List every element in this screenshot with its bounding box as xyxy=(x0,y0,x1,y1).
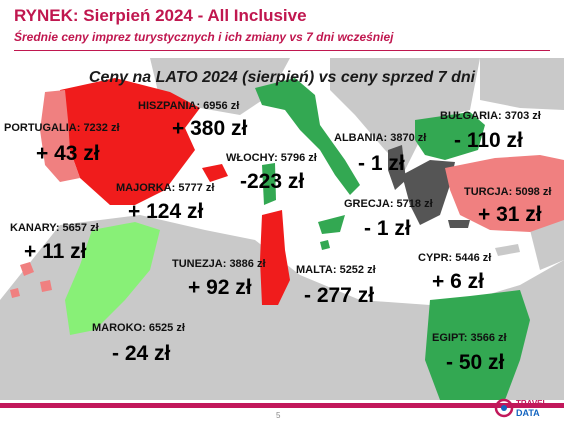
change-grecja: - 1 zł xyxy=(364,217,411,240)
region-sardynia xyxy=(262,163,276,205)
change-cypr: + 6 zł xyxy=(432,270,484,293)
change-wlochy: -223 zł xyxy=(240,170,305,193)
land-balkans xyxy=(330,58,480,170)
change-hiszpania: + 380 zł xyxy=(172,117,248,140)
change-albania: - 1 zł xyxy=(358,152,405,175)
region-egipt xyxy=(425,290,530,400)
travel-data-logo: TRAVEL DATA xyxy=(494,398,548,418)
label-majorka: MAJORKA: 5777 zł xyxy=(116,182,215,194)
region-kanary xyxy=(10,262,52,298)
label-portugalia: PORTUGALIA: 7232 zł xyxy=(4,122,120,134)
change-tunezja: + 92 zł xyxy=(188,276,252,299)
footer-bar xyxy=(0,403,564,408)
region-majorka xyxy=(202,164,228,182)
region-wlochy xyxy=(255,78,360,195)
region-turcja xyxy=(445,155,564,232)
region-sycylia xyxy=(318,215,345,234)
change-malta: - 277 zł xyxy=(304,284,375,307)
label-wlochy: WŁOCHY: 5796 zł xyxy=(226,152,317,164)
region-grecja xyxy=(402,160,470,228)
logo-text-bottom: DATA xyxy=(516,408,540,418)
label-bulgaria: BUŁGARIA: 3703 zł xyxy=(440,110,541,122)
label-maroko: MAROKO: 6525 zł xyxy=(92,322,185,334)
region-cypr xyxy=(495,244,520,256)
region-malta xyxy=(320,240,330,250)
change-kanary: + 11 zł xyxy=(24,240,87,263)
label-tunezja: TUNEZJA: 3886 zł xyxy=(172,258,266,270)
label-turcja: TURCJA: 5098 zł xyxy=(464,186,552,198)
change-portugalia: + 43 zł xyxy=(36,142,100,165)
label-egipt: EGIPT: 3566 zł xyxy=(432,332,507,344)
region-maroko xyxy=(65,222,160,335)
label-albania: ALBANIA: 3870 zł xyxy=(334,132,427,144)
header-rule xyxy=(14,50,550,51)
change-egipt: - 50 zł xyxy=(446,351,505,374)
mediterranean-map xyxy=(0,58,564,400)
logo-text-top: TRAVEL xyxy=(516,399,548,408)
region-tunezja xyxy=(260,210,290,305)
region-hiszpania xyxy=(60,78,200,205)
header-title: RYNEK: Sierpień 2024 - All Inclusive xyxy=(14,6,307,25)
land-black-sea-north xyxy=(480,58,564,110)
label-malta: MALTA: 5252 zł xyxy=(296,264,376,276)
header-subtitle: Średnie ceny imprez turystycznych i ich … xyxy=(14,30,394,44)
change-maroko: - 24 zł xyxy=(112,342,171,365)
label-hiszpania: HISZPANIA: 6956 zł xyxy=(138,100,240,112)
change-bulgaria: - 110 zł xyxy=(454,129,523,152)
label-grecja: GRECJA: 5718 zł xyxy=(344,198,433,210)
region-albania xyxy=(388,145,406,190)
region-portugalia xyxy=(40,90,80,182)
logo-circle-icon xyxy=(494,398,514,418)
change-turcja: + 31 zł xyxy=(478,203,542,226)
region-bulgaria xyxy=(415,112,485,160)
logo-dot-icon xyxy=(501,405,507,411)
label-cypr: CYPR: 5446 zł xyxy=(418,252,492,264)
label-kanary: KANARY: 5657 zł xyxy=(10,222,99,234)
page-number: 5 xyxy=(276,411,281,420)
map-title: Ceny na LATO 2024 (sierpień) vs ceny spr… xyxy=(88,69,476,86)
change-majorka: + 124 zł xyxy=(128,200,204,223)
